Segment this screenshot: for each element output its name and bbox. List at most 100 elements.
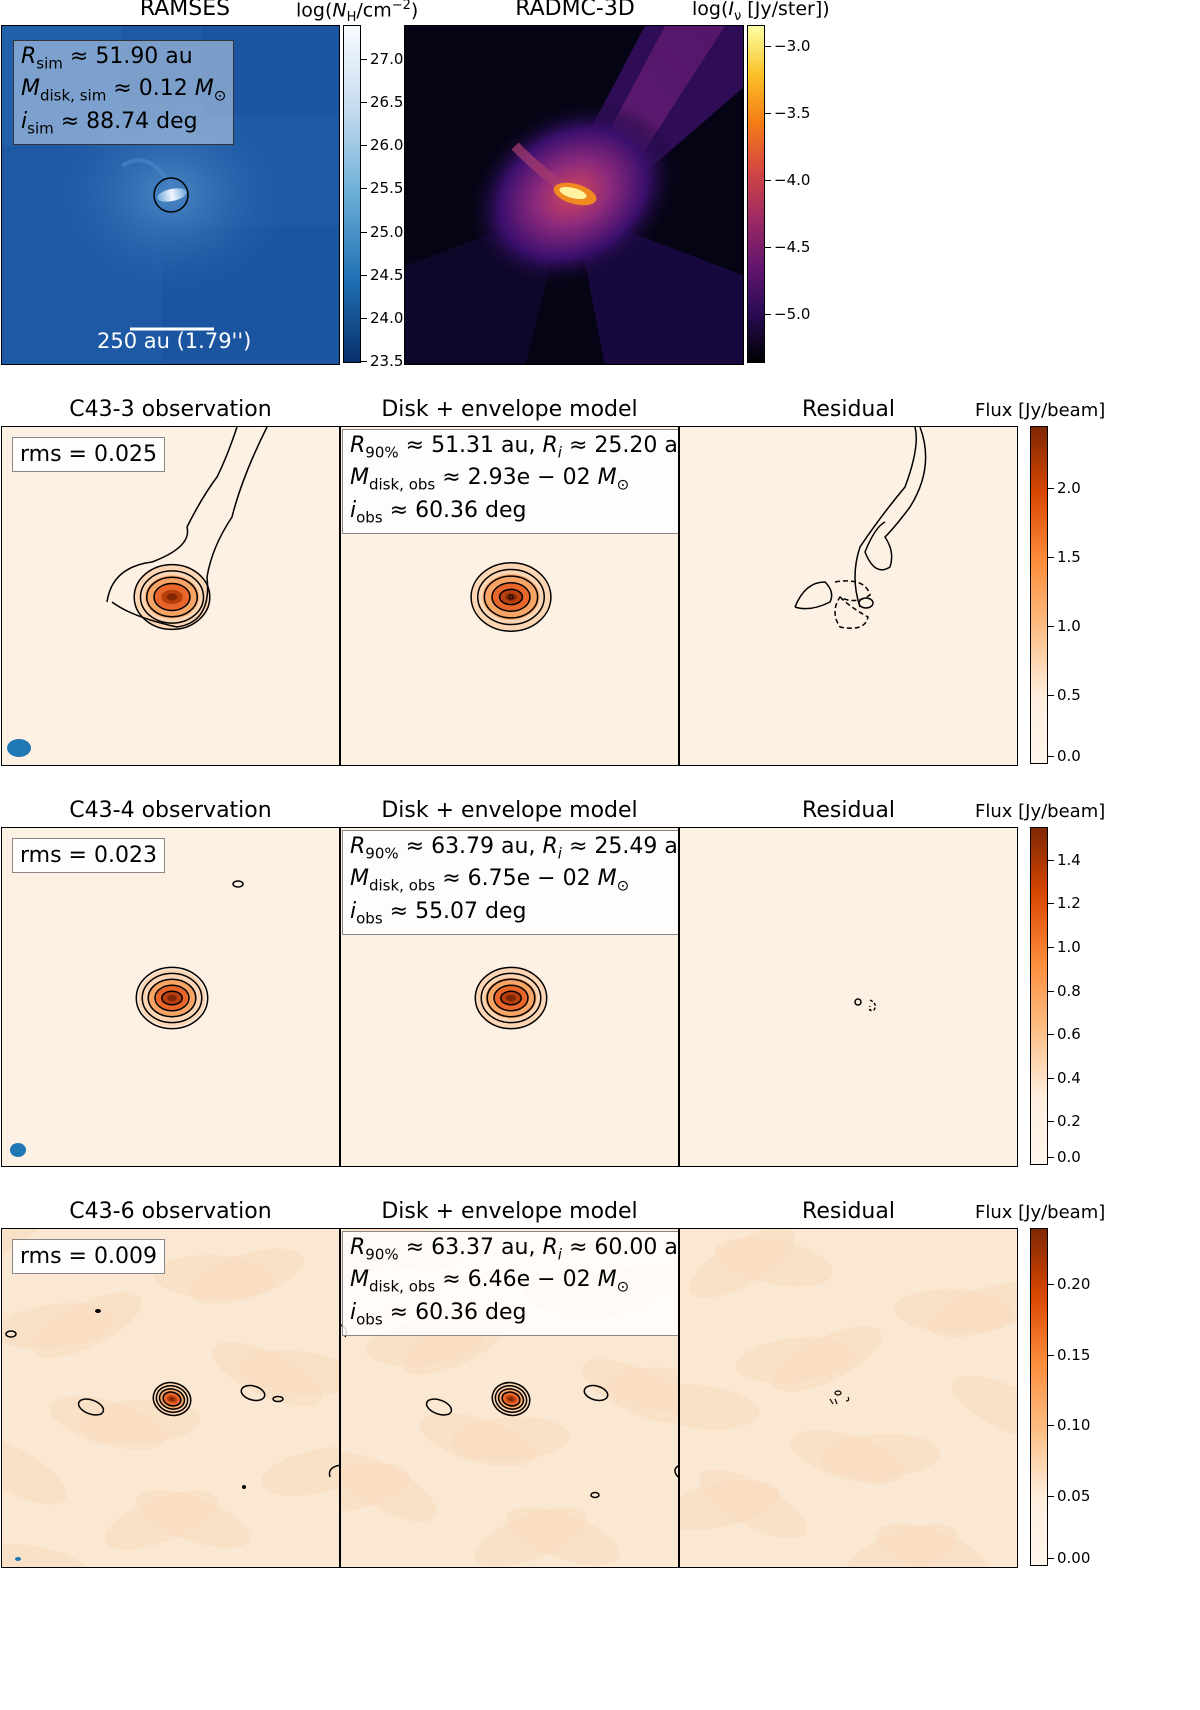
cbar-tick-label: 0.00 (1047, 1549, 1091, 1567)
cbar-tick-label: 24.5 (360, 265, 404, 284)
cbar-tick-label: 26.0 (360, 136, 404, 155)
mdisk-value: ≈ 6.75e − 02 (442, 866, 591, 892)
scalebar-label: 250 au (1.79'') (97, 329, 252, 353)
model-title: Disk + envelope model (381, 1199, 638, 1224)
mdisk-value: ≈ 6.46e − 02 (442, 1267, 591, 1293)
resid-title: Residual (802, 1199, 895, 1224)
r90-line: R90% ≈ 63.79 au, Ri ≈ 25.49 au (350, 834, 678, 866)
r90-value: ≈ 63.37 au (405, 1235, 529, 1260)
residual-panel (679, 1228, 1018, 1568)
flux-map (470, 562, 552, 632)
beam-ellipse (10, 1143, 26, 1157)
cbar-tick-label: 1.0 (1048, 617, 1081, 636)
rms-box: rms = 0.009 (12, 1239, 165, 1274)
flux-map (474, 966, 548, 1030)
beam-ellipse (15, 1557, 21, 1561)
cbar-tick-label: 25.0 (360, 222, 404, 241)
cbar-tick-label: −4.0 (764, 171, 811, 189)
cbar-tick-label: 0.0 (1048, 747, 1081, 765)
ramses-colorbar (343, 25, 361, 363)
cbar-tick-label: 0.2 (1048, 1112, 1081, 1131)
rms-box: rms = 0.025 (12, 437, 165, 472)
ramses-info-box: Rsim ≈ 51.90 au Mdisk, sim ≈ 0.12 M⊙ isi… (13, 40, 235, 146)
obs-title: C43-3 observation (69, 397, 272, 422)
observation-panel: rms = 0.025 (1, 426, 340, 766)
rms-box: rms = 0.023 (12, 838, 165, 873)
mdisk-value: ≈ 2.93e − 02 (442, 465, 591, 491)
ri-value: ≈ 25.49 au (568, 834, 678, 859)
iobs-line: iobs ≈ 60.36 deg (350, 497, 527, 527)
iobs-line: iobs ≈ 55.07 deg (350, 898, 527, 928)
flux-map (680, 1229, 1017, 1567)
resid-title: Residual (802, 397, 895, 422)
cbar-tick-label: 1.5 (1048, 548, 1081, 567)
iobs-value: ≈ 60.36 deg (389, 1299, 527, 1325)
flux-cbar-label: Flux [Jy/beam] (975, 1202, 1106, 1223)
flux-map (794, 427, 927, 629)
iobs-value: ≈ 60.36 deg (389, 497, 527, 523)
radmc-image (405, 26, 743, 364)
cbar-tick-label: 1.4 (1048, 850, 1081, 869)
r90-value: ≈ 51.31 au (405, 433, 529, 458)
r-sim-line: Rsim ≈ 51.90 au (21, 44, 193, 73)
cbar-tick-label: 26.5 (360, 93, 404, 112)
cbar-tick-label: 0.05 (1047, 1486, 1091, 1505)
flux-map (2, 1229, 339, 1567)
radmc-cbar-label: log(Iν [Jy/ster]) (692, 0, 830, 24)
flux-map (854, 998, 877, 1012)
iobs-value: ≈ 55.07 deg (389, 898, 527, 924)
cbar-tick-label: 0.5 (1048, 686, 1081, 705)
flux-cbar-label: Flux [Jy/beam] (975, 801, 1106, 822)
cbar-tick-label: −4.5 (764, 238, 811, 256)
cbar-tick-label: 2.0 (1048, 479, 1081, 498)
cbar-tick-label: −3.5 (764, 104, 811, 122)
cbar-tick-label: 25.5 (360, 179, 404, 198)
cbar-tick-label: −5.0 (764, 305, 811, 323)
cbar-tick-label: 0.15 (1047, 1345, 1091, 1364)
model-title: Disk + envelope model (381, 798, 638, 823)
cbar-tick-label: 0.10 (1047, 1416, 1091, 1435)
m-disk-sim-line: Mdisk, sim ≈ 0.12 M⊙ (21, 76, 227, 105)
cbar-tick-label: 0.4 (1048, 1068, 1081, 1087)
cbar-tick-label: 0.8 (1048, 981, 1081, 1000)
beam-ellipse (7, 739, 31, 757)
r90-line: R90% ≈ 51.31 au, Ri ≈ 25.20 au (350, 433, 678, 465)
r90-value: ≈ 63.79 au (405, 834, 529, 859)
observation-panel: rms = 0.023 (1, 827, 340, 1167)
cbar-tick-label: 24.0 (360, 308, 404, 327)
radmc-colorbar (747, 25, 765, 363)
cbar-tick-label: −3.0 (764, 37, 811, 55)
model-title: Disk + envelope model (381, 397, 638, 422)
residual-panel (679, 426, 1018, 766)
ramses-title: RAMSES (139, 0, 231, 21)
ri-value: ≈ 60.00 au (568, 1235, 678, 1260)
mdisk-line: Mdisk, obs ≈ 6.75e − 02 M⊙ (350, 866, 630, 895)
cbar-tick-label: 0.20 (1047, 1275, 1091, 1294)
ramses-cbar-label: log(NH/cm−2) (296, 0, 419, 26)
residual-panel (679, 827, 1018, 1167)
flux-map (7, 427, 268, 757)
flux-colorbar (1030, 1228, 1048, 1566)
flux-colorbar (1030, 827, 1048, 1165)
cbar-tick-label: 1.0 (1048, 937, 1081, 956)
resid-title: Residual (802, 798, 895, 823)
radmc-title: RADMC-3D (515, 0, 635, 21)
ramses-panel: Rsim ≈ 51.90 au Mdisk, sim ≈ 0.12 M⊙ isi… (1, 25, 340, 365)
flux-map (10, 880, 244, 1157)
ri-value: ≈ 25.20 au (568, 433, 678, 458)
flux-colorbar (1030, 426, 1048, 764)
iobs-line: iobs ≈ 60.36 deg (350, 1299, 527, 1329)
mdisk-line: Mdisk, obs ≈ 2.93e − 02 M⊙ (350, 465, 630, 494)
r90-line: R90% ≈ 63.37 au, Ri ≈ 60.00 au (350, 1235, 678, 1267)
cbar-tick-label: 0.0 (1048, 1148, 1081, 1166)
cbar-tick-label: 0.6 (1048, 1025, 1081, 1044)
mdisk-line: Mdisk, obs ≈ 6.46e − 02 M⊙ (350, 1267, 630, 1296)
i-sim-line: isim ≈ 88.74 deg (21, 108, 198, 138)
cbar-tick-label: 23.5 (360, 352, 404, 370)
